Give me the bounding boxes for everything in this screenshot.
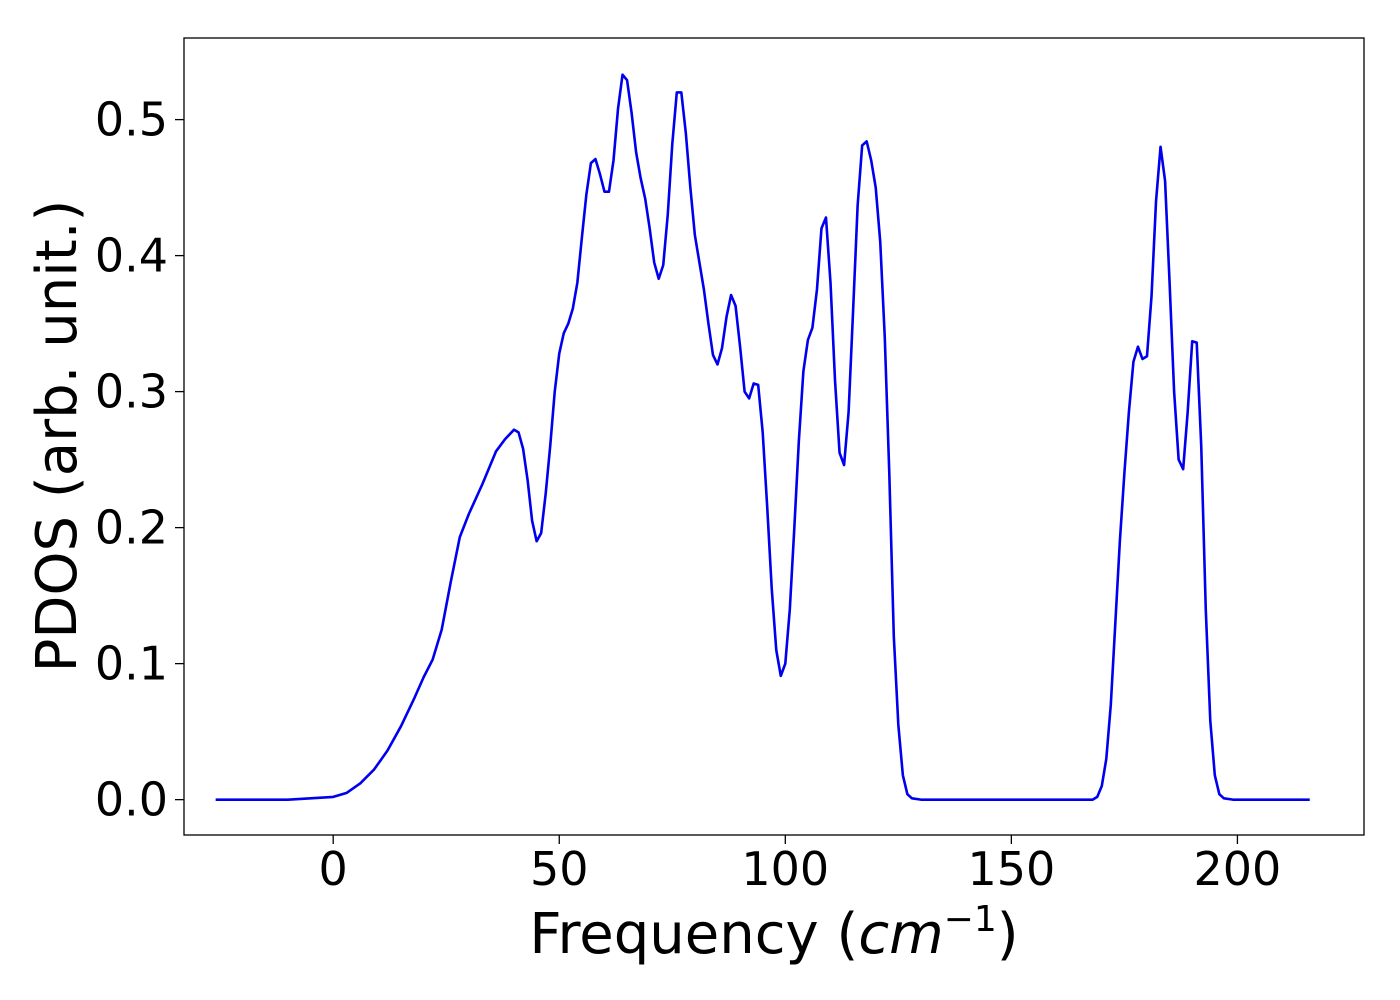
- y-axis-label: PDOS (arb. unit.): [25, 200, 90, 673]
- x-tick-label: 50: [530, 842, 589, 896]
- x-axis-label: Frequency (cm−1): [529, 899, 1018, 967]
- y-tick-label: 0.3: [95, 365, 168, 419]
- y-tick-label: 0.4: [95, 229, 168, 283]
- y-tick-label: 0.2: [95, 501, 168, 555]
- y-tick-label: 0.1: [95, 637, 168, 691]
- x-tick-label: 150: [967, 842, 1055, 896]
- x-axis-label-unit: cm: [858, 902, 943, 967]
- x-axis-label-suffix: ): [997, 902, 1019, 967]
- x-tick-label: 200: [1194, 842, 1282, 896]
- x-axis: 0 50 100 150 200: [319, 835, 1282, 896]
- series-line: [215, 73, 1310, 801]
- plot-frame: [183, 37, 1365, 836]
- x-tick-label: 100: [741, 842, 829, 896]
- plot-area: [183, 37, 1365, 836]
- y-axis: 0.0 0.1 0.2 0.3 0.4 0.5: [95, 93, 184, 827]
- x-axis-label-exponent: −1: [944, 899, 997, 940]
- y-tick-label: 0.5: [95, 93, 168, 147]
- x-tick-label: 0: [319, 842, 348, 896]
- y-tick-label: 0.0: [95, 773, 168, 827]
